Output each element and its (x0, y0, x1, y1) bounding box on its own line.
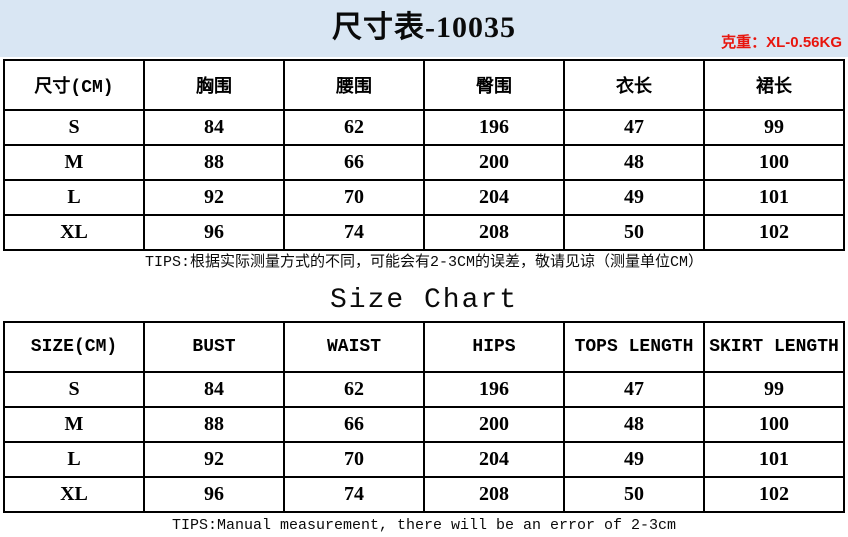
measurement-cell: 102 (703, 476, 845, 513)
measurement-cell: 62 (283, 371, 425, 408)
column-header-tops-length: 衣长 (563, 59, 705, 111)
table-header-row: 尺寸(CM) 胸围 腰围 臀围 衣长 裙长 (3, 59, 845, 111)
size-label-cell: S (3, 109, 145, 146)
size-table-cn: 尺寸(CM) 胸围 腰围 臀围 衣长 裙长 S 84 62 196 47 99 M 88 66 2… (3, 59, 845, 251)
measurement-cell: 196 (423, 371, 565, 408)
size-label-cell: XL (3, 214, 145, 251)
column-header-hips: HIPS (423, 321, 565, 373)
measurement-cell: 92 (143, 179, 285, 216)
measurement-cell: 204 (423, 441, 565, 478)
measurement-cell: 74 (283, 476, 425, 513)
measurement-cell: 101 (703, 179, 845, 216)
measurement-cell: 196 (423, 109, 565, 146)
measurement-cell: 208 (423, 214, 565, 251)
measurement-cell: 48 (563, 406, 705, 443)
size-label-cell: XL (3, 476, 145, 513)
measurement-cell: 100 (703, 406, 845, 443)
weight-note: 克重：XL-0.56KG (721, 31, 842, 52)
measurement-cell: 99 (703, 371, 845, 408)
measurement-cell: 49 (563, 179, 705, 216)
measurement-cell: 49 (563, 441, 705, 478)
measurement-cell: 74 (283, 214, 425, 251)
tips-en: TIPS:Manual measurement, there will be a… (171, 517, 677, 534)
measurement-cell: 99 (703, 109, 845, 146)
size-table-en: SIZE(CM) BUST WAIST HIPS TOPS LENGTH SKI… (3, 321, 845, 513)
table-row: XL 96 74 208 50 102 (3, 476, 845, 513)
measurement-cell: 96 (143, 214, 285, 251)
table-row: S 84 62 196 47 99 (3, 371, 845, 408)
size-label-cell: L (3, 179, 145, 216)
measurement-cell: 200 (423, 406, 565, 443)
measurement-cell: 47 (563, 109, 705, 146)
measurement-cell: 66 (283, 144, 425, 181)
weight-label: 克重： (721, 34, 767, 51)
table-row: S 84 62 196 47 99 (3, 109, 845, 146)
title-band: 尺寸表-10035 克重：XL-0.56KG (0, 0, 848, 57)
measurement-cell: 50 (563, 214, 705, 251)
column-header-waist: 腰围 (283, 59, 425, 111)
column-header-waist: WAIST (283, 321, 425, 373)
weight-value: XL-0.56KG (766, 34, 842, 51)
measurement-cell: 208 (423, 476, 565, 513)
measurement-cell: 84 (143, 371, 285, 408)
column-header-size: 尺寸(CM) (3, 59, 145, 111)
column-header-size: SIZE(CM) (3, 321, 145, 373)
column-header-tops-length: TOPS LENGTH (563, 321, 705, 373)
measurement-cell: 70 (283, 441, 425, 478)
column-header-skirt-length: 裙长 (703, 59, 845, 111)
measurement-cell: 70 (283, 179, 425, 216)
size-label-cell: L (3, 441, 145, 478)
measurement-cell: 48 (563, 144, 705, 181)
table-row: M 88 66 200 48 100 (3, 406, 845, 443)
measurement-cell: 66 (283, 406, 425, 443)
measurement-cell: 204 (423, 179, 565, 216)
measurement-cell: 47 (563, 371, 705, 408)
measurement-cell: 62 (283, 109, 425, 146)
size-label-cell: M (3, 406, 145, 443)
column-header-skirt-length: SKIRT LENGTH (703, 321, 845, 373)
page-title: 尺寸表-10035 (332, 11, 516, 44)
section-title: Size Chart (329, 285, 519, 316)
measurement-cell: 88 (143, 144, 285, 181)
measurement-cell: 50 (563, 476, 705, 513)
table-header-row: SIZE(CM) BUST WAIST HIPS TOPS LENGTH SKI… (3, 321, 845, 373)
column-header-hips: 臀围 (423, 59, 565, 111)
table-row: XL 96 74 208 50 102 (3, 214, 845, 251)
measurement-cell: 101 (703, 441, 845, 478)
measurement-cell: 84 (143, 109, 285, 146)
measurement-cell: 96 (143, 476, 285, 513)
measurement-cell: 200 (423, 144, 565, 181)
size-label-cell: M (3, 144, 145, 181)
size-label-cell: S (3, 371, 145, 408)
measurement-cell: 100 (703, 144, 845, 181)
column-header-bust: BUST (143, 321, 285, 373)
column-header-bust: 胸围 (143, 59, 285, 111)
tips-cn: TIPS:根据实际测量方式的不同，可能会有2-3CM的误差，敬请见谅（测量单位C… (144, 254, 704, 271)
table-row: M 88 66 200 48 100 (3, 144, 845, 181)
measurement-cell: 88 (143, 406, 285, 443)
table-row: L 92 70 204 49 101 (3, 179, 845, 216)
table-row: L 92 70 204 49 101 (3, 441, 845, 478)
measurement-cell: 102 (703, 214, 845, 251)
measurement-cell: 92 (143, 441, 285, 478)
